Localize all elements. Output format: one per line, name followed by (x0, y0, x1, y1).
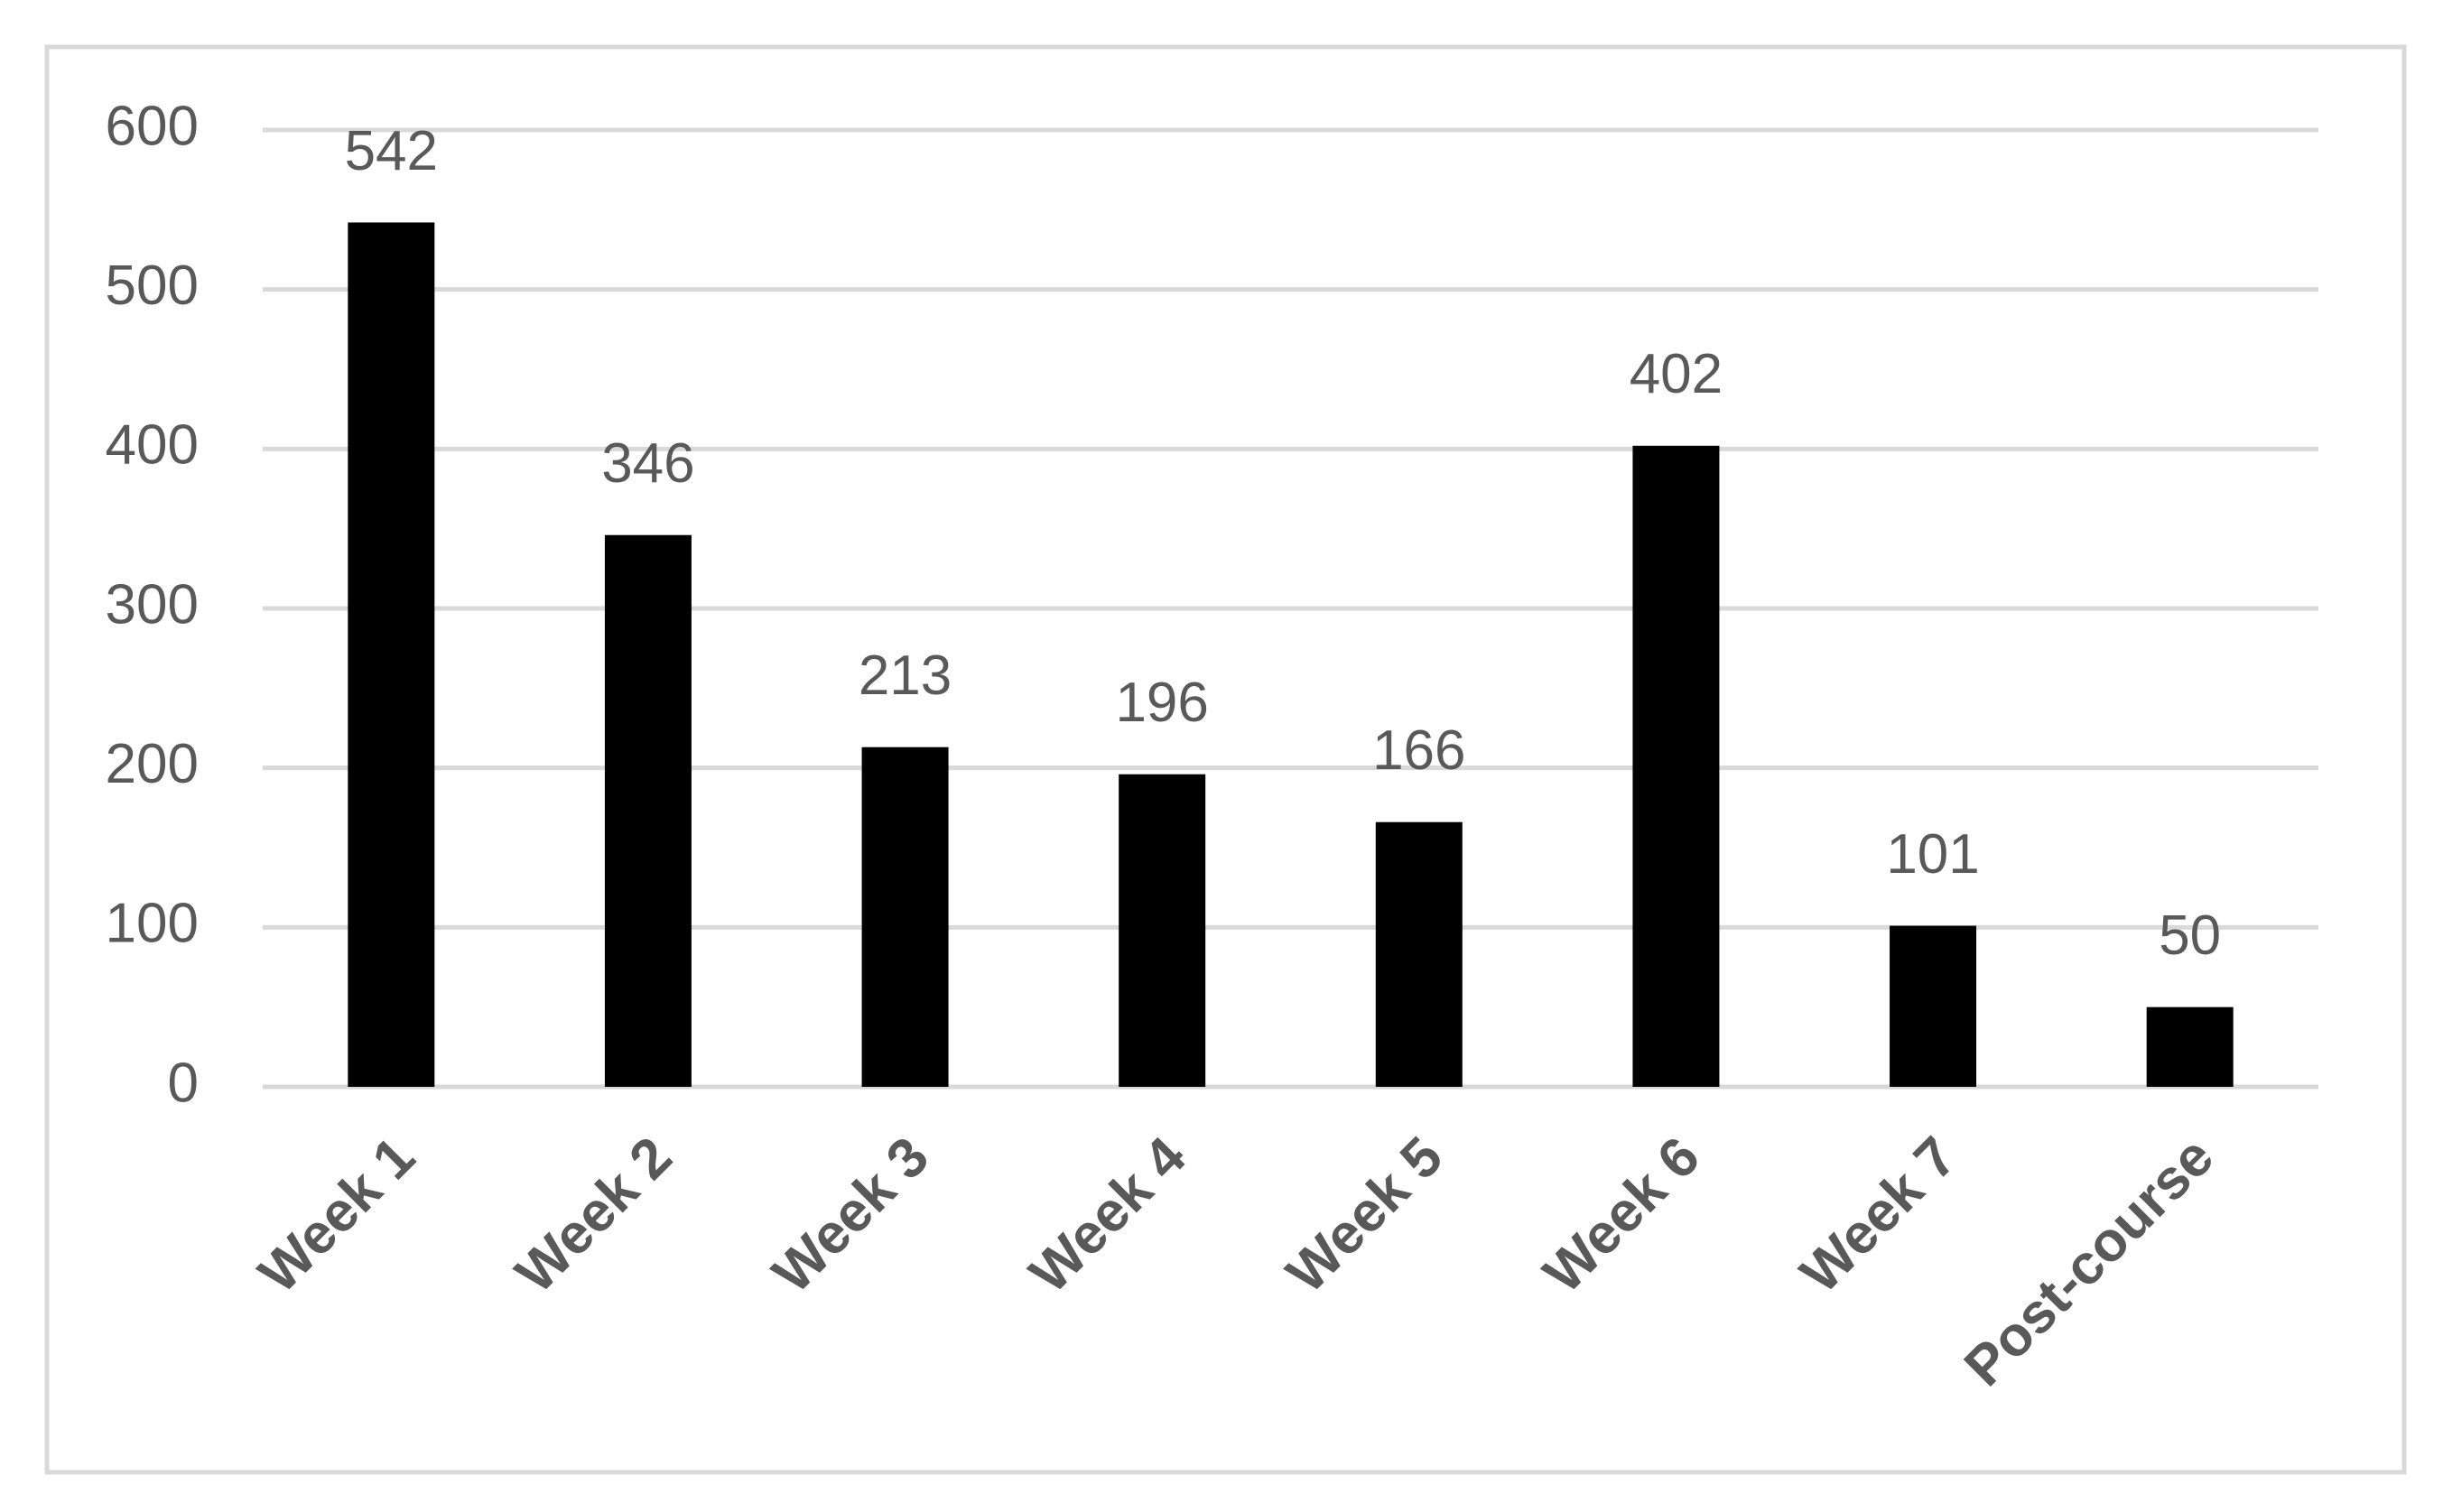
data-label: 196 (1115, 672, 1208, 734)
data-label: 50 (2159, 904, 2221, 967)
bar (604, 534, 692, 1087)
bar (1119, 774, 1206, 1087)
bar (1375, 821, 1463, 1087)
data-label: 402 (1630, 343, 1723, 405)
data-label: 101 (1886, 823, 1979, 886)
y-tick-label: 500 (106, 255, 199, 317)
y-tick-label: 600 (106, 95, 199, 157)
y-tick-label: 200 (106, 733, 199, 795)
bar (2146, 1006, 2234, 1087)
y-tick-label: 300 (106, 573, 199, 635)
bar (1890, 925, 1977, 1087)
bar (861, 747, 949, 1087)
data-label: 213 (859, 645, 952, 707)
y-tick-label: 0 (168, 1052, 199, 1114)
y-tick-label: 100 (106, 893, 199, 955)
data-label: 542 (345, 120, 438, 182)
bar (1632, 445, 1720, 1087)
data-label: 346 (601, 432, 694, 495)
y-tick-label: 400 (106, 414, 199, 477)
chart-border (44, 44, 2407, 1475)
bar (348, 222, 435, 1087)
data-label: 166 (1372, 719, 1465, 782)
